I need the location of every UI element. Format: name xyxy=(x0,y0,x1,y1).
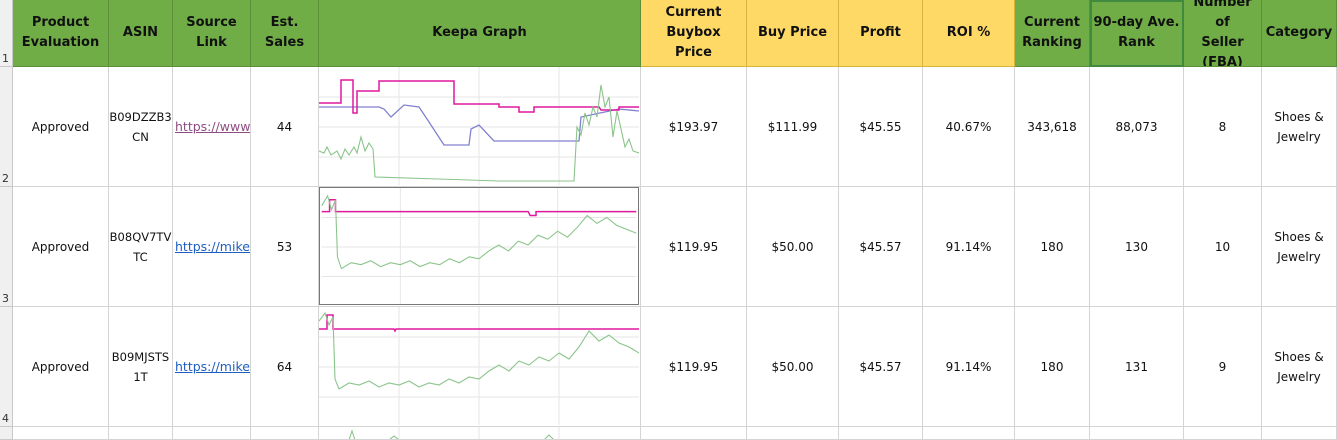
cell-evaluation[interactable]: Approved xyxy=(13,67,109,187)
cell-buybox-price[interactable]: $119.95 xyxy=(641,187,747,307)
cell-asin[interactable]: B08QV7TV TC xyxy=(109,187,173,307)
row-number: 4 xyxy=(2,412,9,425)
cell-number-of-sellers[interactable]: 8 xyxy=(1184,67,1262,187)
cell-category[interactable]: Shoes & Jewelry xyxy=(1262,187,1337,307)
cell-asin[interactable]: B09DZZB3 CN xyxy=(109,67,173,187)
cell-number-of-sellers[interactable] xyxy=(1184,427,1262,440)
cell-asin[interactable] xyxy=(109,427,173,440)
cell-evaluation[interactable]: Approved xyxy=(13,187,109,307)
cell-evaluation[interactable]: Approved xyxy=(13,307,109,427)
keepa-graph-image xyxy=(319,307,639,425)
cell-current-ranking[interactable]: 180 xyxy=(1015,307,1090,427)
row-header-1[interactable]: 1 xyxy=(0,0,13,67)
cell-source-link[interactable]: https://mike xyxy=(173,187,251,307)
cell-keepa-graph[interactable] xyxy=(319,67,641,187)
row-header-2[interactable]: 2 xyxy=(0,67,13,187)
cell-90-day-avg-rank[interactable]: 130 xyxy=(1090,187,1184,307)
cell-roi[interactable]: 91.14% xyxy=(923,307,1015,427)
keepa-graph-image xyxy=(348,427,560,439)
cell-number-of-sellers[interactable]: 9 xyxy=(1184,307,1262,427)
cell-buybox-price[interactable]: $119.95 xyxy=(641,307,747,427)
cell-asin[interactable]: B09MJSTS 1T xyxy=(109,307,173,427)
header-buy-price[interactable]: Buy Price xyxy=(747,0,839,67)
cell-keepa-graph[interactable] xyxy=(319,427,641,440)
header-product-evaluation[interactable]: Product Evaluation xyxy=(13,0,109,67)
cell-keepa-graph[interactable] xyxy=(319,307,641,427)
cell-buybox-price[interactable]: $193.97 xyxy=(641,67,747,187)
cell-90-day-avg-rank[interactable] xyxy=(1090,427,1184,440)
cell-profit[interactable] xyxy=(839,427,923,440)
cell-source-link[interactable]: https://mike xyxy=(173,307,251,427)
cell-source-link[interactable]: https://www xyxy=(173,67,251,187)
cell-number-of-sellers[interactable]: 10 xyxy=(1184,187,1262,307)
header-asin[interactable]: ASIN xyxy=(109,0,173,67)
cell-keepa-graph[interactable] xyxy=(319,187,641,307)
cell-est-sales[interactable]: 44 xyxy=(251,67,319,187)
row-header-4[interactable]: 4 xyxy=(0,307,13,427)
keepa-graph-image xyxy=(319,187,639,305)
cell-current-ranking[interactable]: 180 xyxy=(1015,187,1090,307)
cell-buy-price[interactable]: $111.99 xyxy=(747,67,839,187)
cell-current-ranking[interactable] xyxy=(1015,427,1090,440)
cell-90-day-avg-rank[interactable]: 88,073 xyxy=(1090,67,1184,187)
cell-category[interactable]: Shoes & Jewelry xyxy=(1262,67,1337,187)
cell-buy-price[interactable] xyxy=(747,427,839,440)
cell-90-day-avg-rank[interactable]: 131 xyxy=(1090,307,1184,427)
cell-est-sales[interactable] xyxy=(251,427,319,440)
row-number: 2 xyxy=(2,172,9,185)
header-current-buybox-price[interactable]: Current Buybox Price xyxy=(641,0,747,67)
cell-est-sales[interactable]: 64 xyxy=(251,307,319,427)
cell-roi[interactable]: 40.67% xyxy=(923,67,1015,187)
header-roi[interactable]: ROI % xyxy=(923,0,1015,67)
cell-roi[interactable]: 91.14% xyxy=(923,187,1015,307)
header-category[interactable]: Category xyxy=(1262,0,1337,67)
cell-current-ranking[interactable]: 343,618 xyxy=(1015,67,1090,187)
header-number-of-sellers[interactable]: Number of Seller (FBA) xyxy=(1184,0,1262,67)
cell-roi[interactable] xyxy=(923,427,1015,440)
header-90-day-avg-rank[interactable]: 90-day Ave. Rank xyxy=(1090,0,1184,67)
cell-profit[interactable]: $45.55 xyxy=(839,67,923,187)
cell-profit[interactable]: $45.57 xyxy=(839,307,923,427)
header-source-link[interactable]: Source Link xyxy=(173,0,251,67)
header-est-sales[interactable]: Est. Sales xyxy=(251,0,319,67)
cell-category[interactable]: Shoes & Jewelry xyxy=(1262,307,1337,427)
cell-buy-price[interactable]: $50.00 xyxy=(747,307,839,427)
cell-buybox-price[interactable] xyxy=(641,427,747,440)
cell-est-sales[interactable]: 53 xyxy=(251,187,319,307)
cell-category[interactable] xyxy=(1262,427,1337,440)
cell-profit[interactable]: $45.57 xyxy=(839,187,923,307)
header-keepa-graph[interactable]: Keepa Graph xyxy=(319,0,641,67)
cell-buy-price[interactable]: $50.00 xyxy=(747,187,839,307)
keepa-graph-image xyxy=(319,67,639,185)
cell-source-link[interactable] xyxy=(173,427,251,440)
cell-evaluation[interactable] xyxy=(13,427,109,440)
header-current-ranking[interactable]: Current Ranking xyxy=(1015,0,1090,67)
row-number: 3 xyxy=(2,292,9,305)
selected-cell-outline xyxy=(1090,0,1184,67)
row-header-5[interactable] xyxy=(0,427,13,440)
header-profit[interactable]: Profit xyxy=(839,0,923,67)
row-header-3[interactable]: 3 xyxy=(0,187,13,307)
row-number: 1 xyxy=(2,52,9,65)
